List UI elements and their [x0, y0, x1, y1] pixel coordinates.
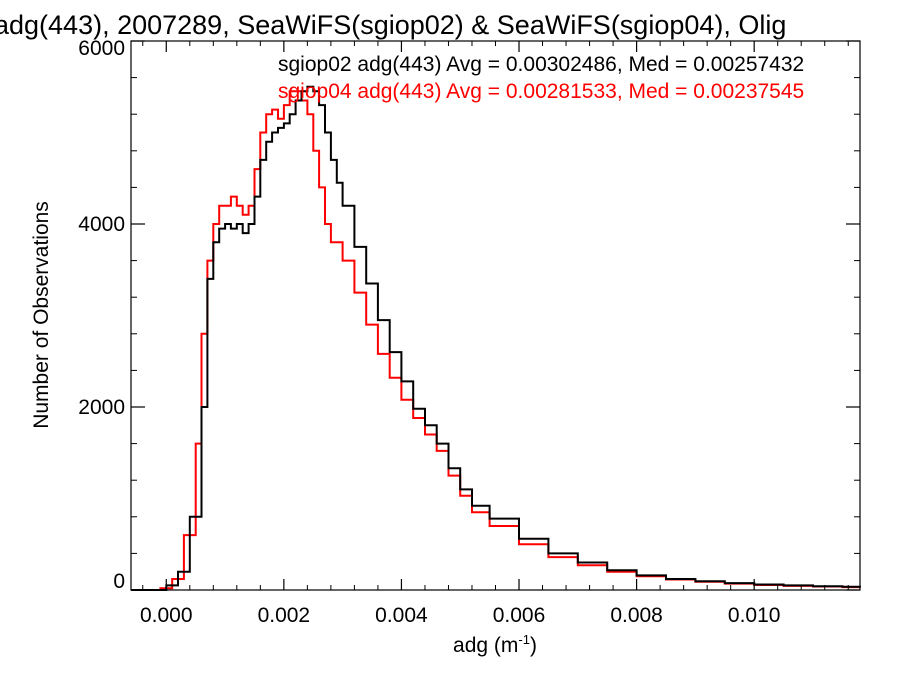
y-tick-label-3: 6000	[78, 37, 125, 60]
x-tick-label-0: 0.000	[140, 604, 193, 627]
series-group	[131, 85, 861, 591]
series-line-sgiop04	[131, 90, 861, 591]
stats-annotation-sgiop02: sgiop02 adg(443) Avg = 0.00302486, Med =…	[278, 53, 804, 76]
x-tick-label-3: 0.006	[493, 604, 546, 627]
x-tick-label-5: 0.010	[728, 604, 781, 627]
x-axis-label-suffix: )	[530, 634, 537, 657]
x-tick-label-2: 0.004	[375, 604, 428, 627]
y-tick-label-2: 4000	[78, 213, 125, 236]
x-axis-label-superscript: -1	[518, 632, 530, 647]
y-axis: 0 2000 4000 6000	[78, 37, 860, 593]
chart-title: adg(443), 2007289, SeaWiFS(sgiop02) & Se…	[0, 10, 786, 40]
x-axis: 0.000 0.002 0.004 0.006 0.008 0.010	[140, 41, 849, 627]
stats-annotations: sgiop02 adg(443) Avg = 0.00302486, Med =…	[278, 53, 804, 103]
y-tick-label-1: 2000	[78, 396, 125, 419]
x-axis-label-text: adg (m	[453, 634, 518, 657]
stats-annotation-sgiop04: sgiop04 adg(443) Avg = 0.00281533, Med =…	[278, 80, 804, 103]
y-axis-label: Number of Observations	[30, 201, 53, 429]
x-tick-label-4: 0.008	[610, 604, 663, 627]
plot-frame	[130, 40, 861, 591]
y-tick-label-0: 0	[113, 570, 125, 593]
series-line-sgiop02	[131, 85, 861, 591]
x-axis-label: adg (m-1)	[453, 632, 537, 657]
x-tick-label-1: 0.002	[258, 604, 311, 627]
